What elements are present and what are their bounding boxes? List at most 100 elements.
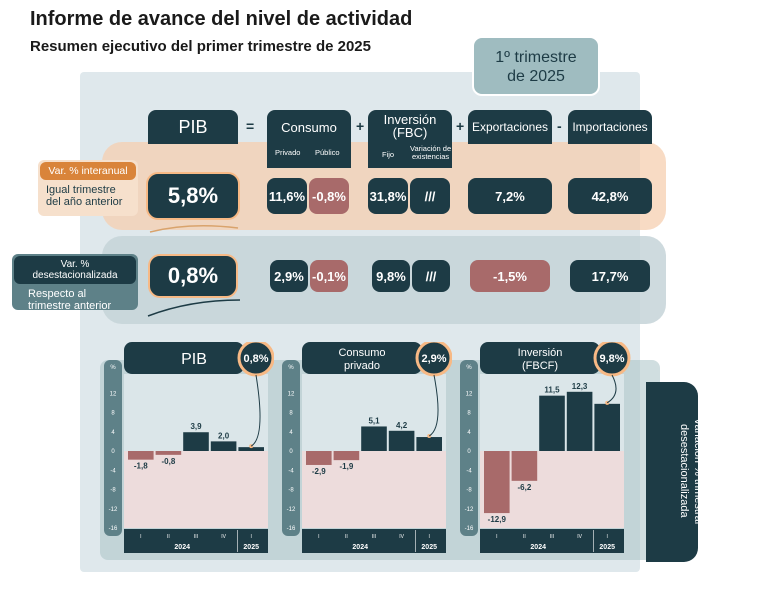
row1-pib: 5,8%: [146, 172, 240, 220]
chart-pib: % 12 8 4 0 -4 -8 -12 -16 PIB 0,8% -1,8 -0,8 3,9 2,0 I II…: [104, 342, 274, 556]
y-tick-label: -12: [287, 507, 296, 513]
bar-value-label: -12,9: [488, 515, 507, 524]
bar: [594, 403, 620, 451]
x-tick-label: I: [429, 534, 430, 540]
connector-line: [250, 374, 261, 447]
year-label: 2024: [174, 544, 190, 551]
y-tick-label: 4: [111, 430, 115, 436]
chart-inversion: % 12 8 4 0 -4 -8 -12 -16 Inversión (FBCF) 9,8% -12,9…: [460, 342, 650, 556]
y-tick-label: 8: [467, 411, 471, 417]
chart-title: PIB: [181, 351, 207, 368]
negative-area: [124, 451, 268, 528]
row1-existencias: ///: [410, 178, 450, 214]
chart-title-l1: Consumo: [338, 347, 385, 359]
inversion-label-2: (FBC): [392, 125, 428, 140]
row2-desc-l1: Respecto al: [28, 288, 87, 300]
y-tick-label: 8: [111, 411, 115, 417]
bar-value-label: -0,8: [162, 457, 176, 466]
row1-publico: -0,8%: [309, 178, 349, 214]
x-tick-label: III: [194, 534, 198, 540]
y-tick-label: -8: [466, 488, 472, 494]
x-axis-strip: [302, 529, 446, 553]
page-subtitle: Resumen ejecutivo del primer trimestre d…: [30, 38, 371, 55]
row1-desc-l1: Igual trimestre: [46, 184, 116, 196]
bar: [388, 430, 415, 451]
row1-desc-l2: del año anterior: [46, 196, 123, 208]
row2-privado: 2,9%: [270, 260, 308, 292]
y-tick-label: -4: [110, 468, 116, 474]
chart-header-box: [124, 342, 244, 374]
x-tick-label: II: [345, 534, 348, 540]
y-tick-label: 4: [467, 430, 471, 436]
page-title: Informe de avance del nivel de actividad: [30, 8, 413, 30]
inversion-label-1: Inversión: [383, 112, 437, 127]
y-tick-label: -8: [110, 488, 116, 494]
x-tick-label: II: [167, 534, 170, 540]
plus-sign-1: +: [356, 118, 365, 134]
equals-sign: =: [246, 118, 255, 134]
variacion-l2: existencias: [412, 152, 450, 161]
bar-value-label: 3,9: [190, 422, 202, 431]
header-pib: PIB: [148, 110, 238, 144]
y-unit-label: %: [466, 365, 472, 371]
row2-import: 17,7%: [570, 260, 650, 292]
bar-value-label: 2,0: [218, 431, 230, 440]
publico-label: Público: [315, 148, 340, 157]
quarter-line1: 1º trimestre: [495, 49, 577, 66]
bar: [210, 441, 237, 451]
year-label: 2025: [421, 544, 437, 551]
y-unit-label: %: [110, 365, 116, 371]
year-label: 2024: [530, 544, 546, 551]
quarter-line2: de 2025: [507, 68, 565, 85]
bar-value-label: -1,9: [340, 462, 354, 471]
bar: [416, 437, 442, 451]
row1-label-box: Var. % interanual Igual trimestre del año…: [38, 160, 138, 216]
chart-consumo-privado: % 12 8 4 0 -4 -8 -12 -16 Consumo privado 2,9% -2,9 -1…: [282, 342, 452, 556]
y-tick-label: 12: [466, 391, 473, 397]
bar: [511, 451, 538, 481]
side-label-l2: desestacionalizada: [678, 424, 690, 518]
y-tick-label: -16: [109, 526, 118, 532]
y-axis-strip: [282, 360, 300, 536]
y-tick-label: 12: [288, 391, 295, 397]
y-tick-label: -16: [465, 526, 474, 532]
x-axis-strip: [124, 529, 268, 553]
bar: [484, 451, 510, 514]
y-axis-strip: [460, 360, 478, 536]
x-tick-label: I: [140, 534, 141, 540]
row2-export: -1,5%: [470, 260, 550, 292]
y-tick-label: -12: [109, 507, 118, 513]
chart-title-l2: (FBCF): [522, 360, 558, 372]
chart-header-box: [480, 342, 600, 374]
side-label-l1: Variación % trimestral: [692, 417, 704, 525]
y-unit-label: %: [288, 365, 294, 371]
header-inversion: Inversión (FBC) Fijo Variación de existen…: [368, 110, 452, 168]
y-tick-label: 0: [467, 449, 471, 455]
badge-value: 0,8%: [243, 353, 268, 365]
bar: [566, 391, 593, 451]
year-label: 2024: [352, 544, 368, 551]
row2-tag: Var. % desestacionalizada: [14, 256, 136, 284]
plus-sign-2: +: [456, 118, 465, 134]
row1-desc: Igual trimestre del año anterior: [38, 182, 138, 210]
header-exportaciones: Exportaciones: [468, 110, 552, 144]
row1-tag: Var. % interanual: [40, 162, 136, 180]
bar: [128, 451, 154, 460]
row2-pib: 0,8%: [148, 254, 238, 298]
connector-line: [606, 374, 617, 404]
year-label: 2025: [599, 544, 615, 551]
y-tick-label: -4: [466, 468, 472, 474]
bar: [361, 426, 387, 451]
row2-desc-l2: trimestre anterior: [28, 300, 112, 312]
x-tick-label: II: [523, 534, 526, 540]
x-tick-label: IV: [577, 534, 582, 540]
y-tick-label: -16: [287, 526, 296, 532]
bar: [333, 451, 360, 461]
row2-fijo: 9,8%: [372, 260, 410, 292]
x-tick-label: I: [251, 534, 252, 540]
bar-value-label: 11,5: [544, 386, 560, 395]
y-tick-label: -8: [288, 488, 294, 494]
bar: [155, 451, 182, 455]
